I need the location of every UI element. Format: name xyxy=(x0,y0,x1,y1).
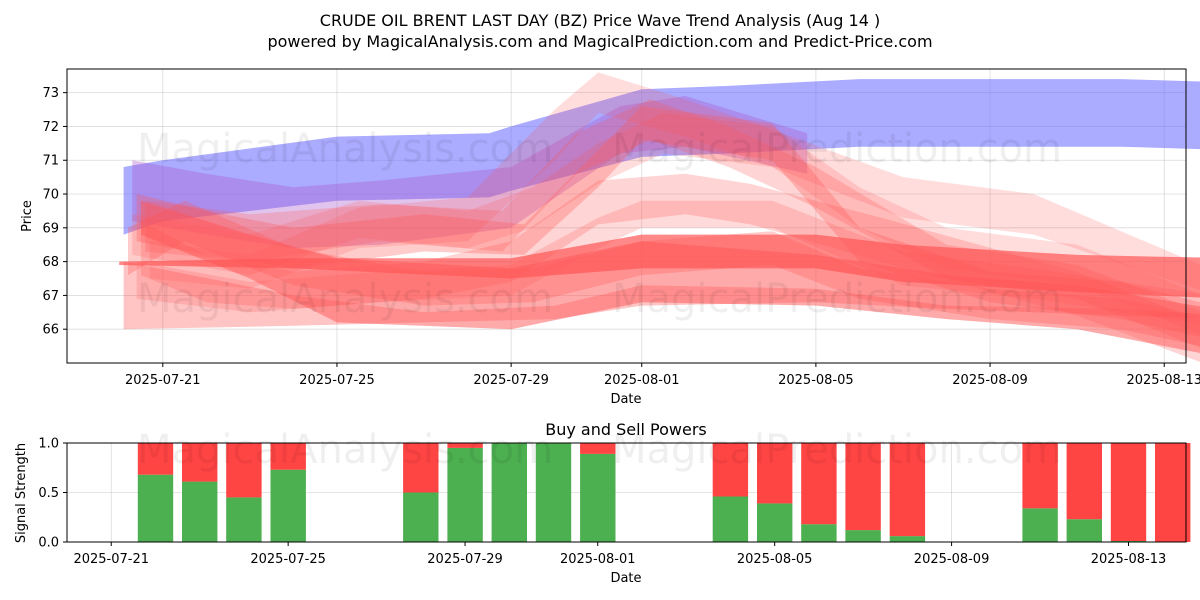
signal-y-axis-label: Signal Strength xyxy=(14,443,29,543)
price-x-tick-label: 2025-08-13 xyxy=(1126,373,1200,388)
buy-sell-panel: Buy and Sell Powers MagicalAnalysis.com … xyxy=(14,420,1191,586)
price-y-tick-label: 72 xyxy=(42,120,59,135)
sell-bar xyxy=(801,443,837,525)
signal-bars xyxy=(137,443,1191,542)
signal-x-tick-label: 2025-08-13 xyxy=(1091,552,1167,567)
price-y-tick-label: 73 xyxy=(42,86,59,101)
sell-bar xyxy=(889,443,926,537)
signal-x-axis: 2025-07-21 2025-07-25 2025-07-29 2025-08-01… xyxy=(73,542,1166,567)
chart-title: CRUDE OIL BRENT LAST DAY (BZ) Price Wave… xyxy=(320,11,880,30)
price-x-tick-label: 2025-08-09 xyxy=(952,373,1028,388)
sell-bar xyxy=(757,443,793,504)
signal-x-tick-label: 2025-08-05 xyxy=(737,552,813,567)
signal-y-tick-label: 1.0 xyxy=(38,437,59,452)
price-x-tick-label: 2025-07-29 xyxy=(473,373,549,388)
price-y-tick-label: 66 xyxy=(42,323,59,338)
watermark-mid-right: MagicalPrediction.com xyxy=(612,276,1062,322)
watermark-bottom-right: MagicalPrediction.com xyxy=(612,427,1062,473)
buy-bar xyxy=(182,481,218,542)
price-y-tick-label: 67 xyxy=(42,289,59,304)
wave-band-1 xyxy=(123,79,1200,235)
sell-bar xyxy=(1110,443,1147,541)
buy-bar xyxy=(580,453,616,542)
wave-band-9 xyxy=(132,112,1200,335)
signal-y-tick-label: 0.0 xyxy=(38,536,59,551)
signal-x-tick-label: 2025-08-01 xyxy=(560,552,636,567)
price-wave-bands xyxy=(119,72,1200,362)
signal-x-tick-label: 2025-08-09 xyxy=(914,552,990,567)
buy-bar xyxy=(226,497,262,542)
buy-bar xyxy=(270,469,306,542)
buy-bar xyxy=(757,503,793,542)
watermark-mid-left: MagicalAnalysis.com xyxy=(137,276,553,322)
wave-band-2 xyxy=(132,96,808,249)
price-x-tick-label: 2025-07-21 xyxy=(125,373,201,388)
sell-bar xyxy=(226,443,262,498)
buy-bar xyxy=(801,524,837,542)
price-x-tick-label: 2025-08-05 xyxy=(778,373,854,388)
sell-bar xyxy=(270,443,306,470)
sell-bar xyxy=(1155,443,1191,542)
price-x-tick-label: 2025-08-01 xyxy=(604,373,680,388)
buy-bar xyxy=(403,492,439,542)
sell-bar xyxy=(712,443,749,497)
buy-bar xyxy=(1022,508,1058,542)
signal-x-tick-label: 2025-07-29 xyxy=(427,552,503,567)
buy-sell-title: Buy and Sell Powers xyxy=(545,420,707,439)
price-y-tick-label: 68 xyxy=(42,255,59,270)
buy-bar xyxy=(712,496,749,542)
price-y-axis: 66 67 68 69 70 71 72 73 xyxy=(42,86,67,338)
buy-bar xyxy=(889,536,926,542)
wave-band-4 xyxy=(145,99,1200,348)
wave-band-12 xyxy=(141,200,1200,354)
watermark-top-left: MagicalAnalysis.com xyxy=(137,126,553,172)
buy-bar xyxy=(447,447,483,542)
price-wave-panel: MagicalAnalysis.com MagicalPrediction.co… xyxy=(20,68,1200,407)
buy-bar xyxy=(535,443,572,542)
sell-bar xyxy=(1066,443,1102,520)
chart-subtitle: powered by MagicalAnalysis.com and Magic… xyxy=(267,32,932,51)
sell-bar xyxy=(580,443,616,454)
watermark-bottom-left: MagicalAnalysis.com xyxy=(137,427,553,473)
price-plot-frame xyxy=(66,68,1187,364)
signal-x-tick-label: 2025-07-21 xyxy=(73,552,149,567)
signal-y-axis: 0.0 0.5 1.0 xyxy=(38,437,67,551)
watermark-top-right: MagicalPrediction.com xyxy=(612,126,1062,172)
price-y-tick-label: 71 xyxy=(42,154,59,169)
sell-bar xyxy=(1022,443,1058,509)
buy-bar xyxy=(491,443,527,542)
sell-bar xyxy=(137,443,174,475)
buy-bar xyxy=(1066,519,1102,542)
sell-bar xyxy=(845,443,881,531)
price-y-tick-label: 70 xyxy=(42,188,59,203)
signal-x-axis-label: Date xyxy=(610,571,641,586)
price-y-tick-label: 69 xyxy=(42,221,59,236)
price-x-axis-label: Date xyxy=(610,392,641,407)
signal-x-tick-label: 2025-07-25 xyxy=(250,552,326,567)
price-y-axis-label: Price xyxy=(20,200,35,232)
buy-bar xyxy=(137,474,174,542)
price-x-tick-label: 2025-07-25 xyxy=(299,373,375,388)
price-x-axis: 2025-07-21 2025-07-25 2025-07-29 2025-08-01… xyxy=(125,363,1200,388)
sell-bar xyxy=(403,443,439,493)
buy-bar xyxy=(845,530,881,542)
sell-bar xyxy=(182,443,218,482)
signal-y-tick-label: 0.5 xyxy=(38,486,59,501)
wave-band-5 xyxy=(149,72,1200,290)
sell-bar xyxy=(447,443,483,448)
